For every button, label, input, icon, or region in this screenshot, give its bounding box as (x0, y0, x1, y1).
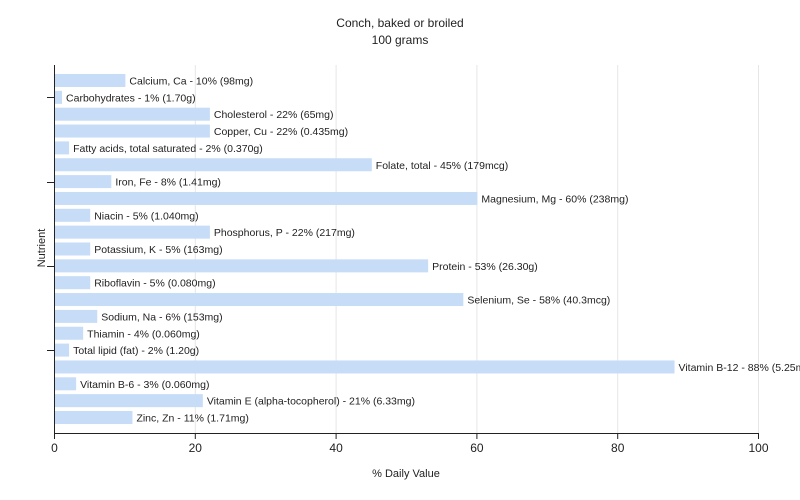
bar-5 (55, 158, 372, 172)
x-tick-label: 0 (51, 441, 58, 455)
bar-3 (55, 124, 210, 138)
bar-label-7: Magnesium, Mg - 60% (238mg) (481, 193, 628, 205)
bar-9 (55, 225, 210, 239)
x-axis-label: % Daily Value (372, 468, 440, 480)
bar-20 (55, 411, 133, 424)
bar-15 (55, 326, 84, 340)
bar-17 (55, 360, 675, 374)
bar-7 (55, 191, 478, 205)
y-axis-label: Nutrient (36, 229, 48, 268)
bar-6 (55, 175, 112, 189)
bar-1 (55, 90, 63, 104)
x-tick-label: 80 (611, 441, 625, 455)
bar-18 (55, 377, 77, 391)
bar-2 (55, 107, 210, 121)
bar-16 (55, 343, 70, 357)
bar-label-1: Carbohydrates - 1% (1.70g) (66, 92, 196, 104)
bar-12 (55, 276, 91, 290)
bar-label-17: Vitamin B-12 - 88% (5.25mcg) (679, 362, 800, 374)
bar-label-19: Vitamin E (alpha-tocopherol) - 21% (6.33… (207, 396, 415, 408)
bar-19 (55, 394, 203, 408)
bar-label-15: Thiamin - 4% (0.060mg) (87, 328, 200, 340)
bar-label-12: Riboflavin - 5% (0.080mg) (94, 278, 215, 290)
bar-label-20: Zinc, Zn - 11% (1.71mg) (136, 413, 248, 425)
x-tick-label: 20 (189, 441, 203, 455)
bar-13 (55, 293, 464, 307)
bar-label-2: Cholesterol - 22% (65mg) (214, 109, 334, 121)
x-tick-label: 40 (329, 441, 343, 455)
chart-title: Conch, baked or broiled (336, 16, 464, 30)
bar-label-16: Total lipid (fat) - 2% (1.20g) (73, 345, 199, 357)
bar-label-4: Fatty acids, total saturated - 2% (0.370… (73, 143, 263, 155)
bar-14 (55, 309, 98, 323)
bar-label-14: Sodium, Na - 6% (153mg) (101, 311, 222, 323)
bars-group: Calcium, Ca - 10% (98mg) Carbohydrates - … (55, 74, 800, 425)
bar-label-18: Vitamin B-6 - 3% (0.060mg) (80, 379, 209, 391)
x-tick-label: 60 (470, 441, 484, 455)
bar-10 (55, 242, 91, 256)
bar-4 (55, 141, 70, 155)
bar-label-11: Protein - 53% (26.30g) (432, 261, 538, 273)
bar-label-8: Niacin - 5% (1.040mg) (94, 210, 198, 222)
x-tick-label: 100 (748, 441, 768, 455)
bar-label-0: Calcium, Ca - 10% (98mg) (129, 76, 253, 88)
bar-label-13: Selenium, Se - 58% (40.3mcg) (467, 295, 610, 307)
chart-subtitle: 100 grams (371, 33, 429, 47)
bar-8 (55, 208, 91, 222)
bar-label-6: Iron, Fe - 8% (1.41mg) (115, 177, 221, 189)
bar-label-9: Phosphorus, P - 22% (217mg) (214, 227, 355, 239)
bar-label-3: Copper, Cu - 22% (0.435mg) (214, 126, 348, 138)
bar-11 (55, 259, 429, 273)
bar-label-10: Potassium, K - 5% (163mg) (94, 244, 222, 256)
axes-group: 0 20 40 60 80 100 (47, 65, 769, 455)
bar-0 (55, 74, 126, 87)
bar-label-5: Folate, total - 45% (179mcg) (376, 160, 508, 172)
